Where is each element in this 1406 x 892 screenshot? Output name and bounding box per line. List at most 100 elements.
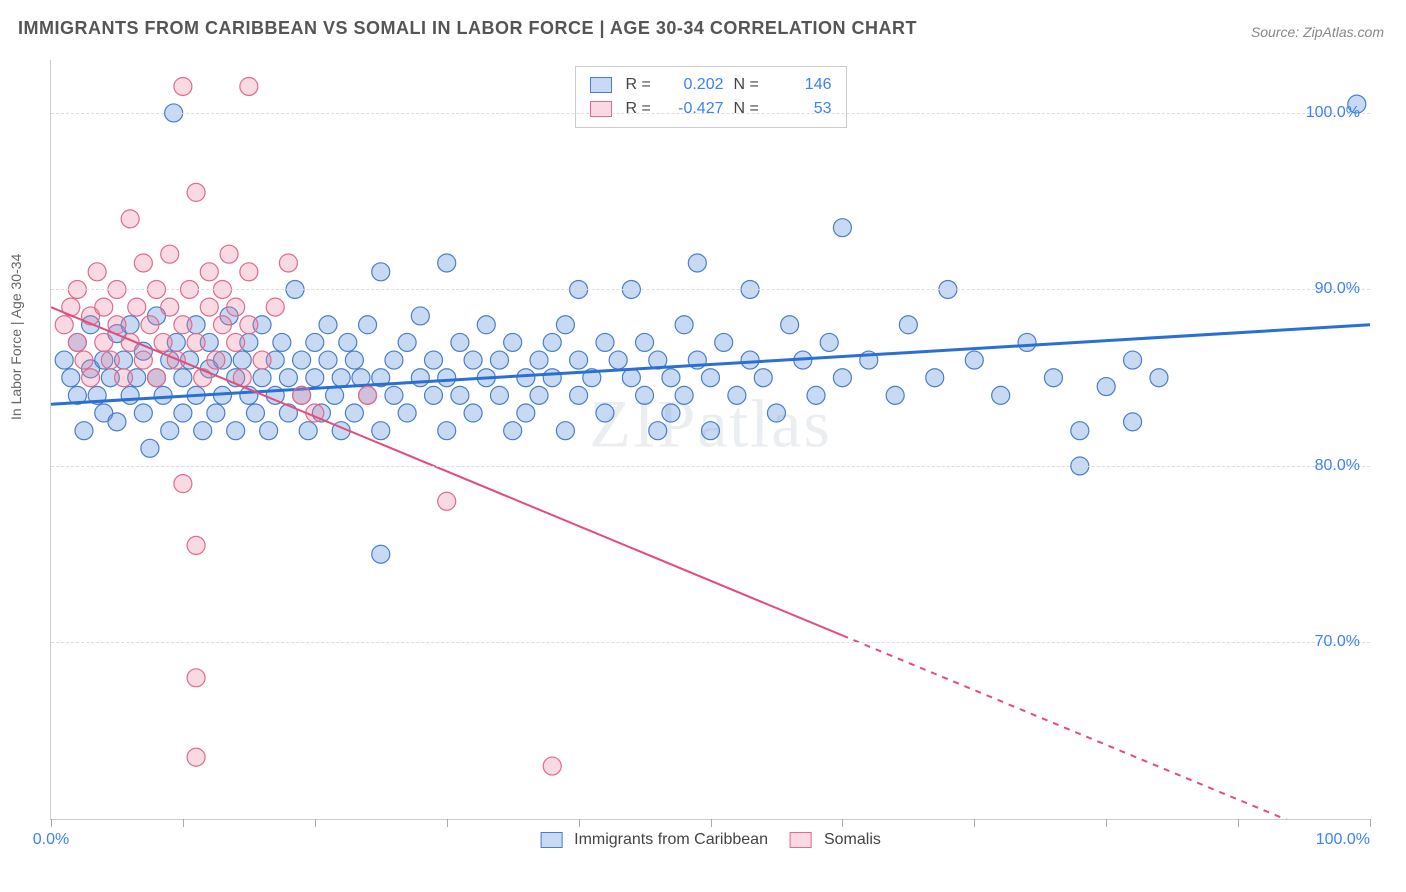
data-point (860, 351, 878, 369)
data-point (293, 386, 311, 404)
data-point (62, 369, 80, 387)
data-point (438, 492, 456, 510)
data-point (583, 369, 601, 387)
legend-item: Somalis (790, 831, 881, 849)
data-point (675, 316, 693, 334)
data-point (899, 316, 917, 334)
data-point (115, 369, 133, 387)
data-point (95, 333, 113, 351)
data-point (82, 316, 100, 334)
data-point (253, 369, 271, 387)
x-tick (1238, 819, 1239, 827)
data-point (622, 369, 640, 387)
y-tick-label: 70.0% (1315, 633, 1360, 651)
legend-swatch (590, 77, 612, 93)
x-tick (1370, 819, 1371, 827)
data-point (833, 369, 851, 387)
data-point (187, 669, 205, 687)
data-point (213, 316, 231, 334)
data-point (253, 316, 271, 334)
data-point (167, 351, 185, 369)
legend-swatch (540, 832, 562, 848)
data-point (167, 333, 185, 351)
data-point (339, 333, 357, 351)
data-point (213, 351, 231, 369)
data-point (570, 351, 588, 369)
data-point (174, 404, 192, 422)
data-point (319, 316, 337, 334)
data-point (372, 263, 390, 281)
data-point (227, 422, 245, 440)
data-point (438, 254, 456, 272)
data-point (702, 422, 720, 440)
data-point (312, 404, 330, 422)
data-point (134, 342, 152, 360)
data-point (240, 316, 258, 334)
data-point (141, 316, 159, 334)
data-point (220, 245, 238, 263)
data-point (345, 404, 363, 422)
data-point (227, 298, 245, 316)
data-point (134, 351, 152, 369)
data-point (161, 422, 179, 440)
x-tick (711, 819, 712, 827)
data-point (636, 386, 654, 404)
data-point (702, 369, 720, 387)
data-point (781, 316, 799, 334)
data-point (477, 316, 495, 334)
legend-label: Somalis (824, 831, 881, 849)
legend-swatch (590, 101, 612, 117)
x-tick-label: 0.0% (33, 831, 69, 849)
data-point (187, 333, 205, 351)
data-point (662, 369, 680, 387)
data-point (174, 475, 192, 493)
data-point (649, 422, 667, 440)
data-point (134, 254, 152, 272)
data-point (55, 316, 73, 334)
data-point (240, 386, 258, 404)
data-point (820, 333, 838, 351)
data-point (108, 413, 126, 431)
data-point (68, 333, 86, 351)
data-point (332, 369, 350, 387)
data-point (148, 369, 166, 387)
data-point (115, 351, 133, 369)
legend-row: R =0.202N =146 (590, 73, 832, 97)
data-point (200, 333, 218, 351)
data-point (464, 404, 482, 422)
data-point (88, 263, 106, 281)
data-point (213, 386, 231, 404)
data-point (543, 333, 561, 351)
data-point (385, 386, 403, 404)
gridline (51, 642, 1370, 643)
data-point (807, 386, 825, 404)
data-point (728, 386, 746, 404)
data-point (359, 316, 377, 334)
data-point (299, 422, 317, 440)
data-point (398, 333, 416, 351)
data-point (352, 369, 370, 387)
data-point (82, 360, 100, 378)
data-point (121, 316, 139, 334)
data-point (833, 219, 851, 237)
data-point (75, 351, 93, 369)
trend-line-extrapolated (842, 635, 1370, 819)
data-point (121, 210, 139, 228)
gridline (51, 466, 1370, 467)
data-point (451, 386, 469, 404)
source-attribution: Source: ZipAtlas.com (1251, 24, 1384, 40)
data-point (992, 386, 1010, 404)
data-point (372, 422, 390, 440)
data-point (55, 351, 73, 369)
data-point (794, 351, 812, 369)
data-point (161, 245, 179, 263)
data-point (596, 333, 614, 351)
data-point (926, 369, 944, 387)
data-point (253, 351, 271, 369)
data-point (675, 386, 693, 404)
n-label: N = (734, 97, 762, 121)
data-point (200, 360, 218, 378)
data-point (332, 422, 350, 440)
gridline (51, 289, 1370, 290)
data-point (174, 77, 192, 95)
